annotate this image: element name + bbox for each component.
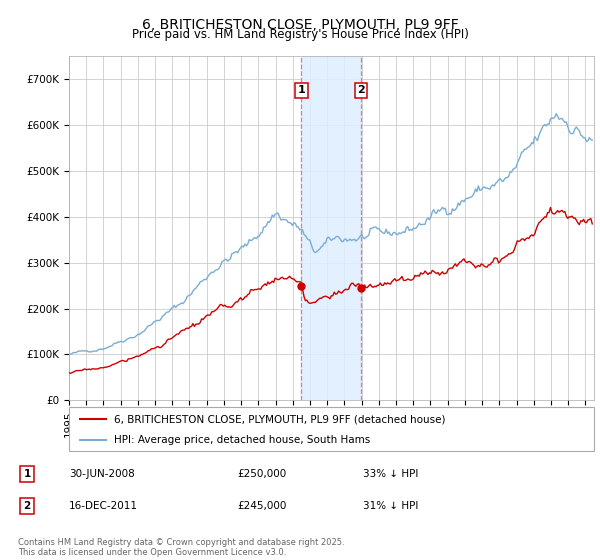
FancyBboxPatch shape	[69, 407, 594, 451]
Text: 2: 2	[357, 86, 365, 95]
Text: 16-DEC-2011: 16-DEC-2011	[69, 501, 138, 511]
Text: 30-JUN-2008: 30-JUN-2008	[69, 469, 135, 479]
Text: Contains HM Land Registry data © Crown copyright and database right 2025.
This d: Contains HM Land Registry data © Crown c…	[18, 538, 344, 557]
Text: £250,000: £250,000	[237, 469, 286, 479]
Text: 6, BRITICHESTON CLOSE, PLYMOUTH, PL9 9FF: 6, BRITICHESTON CLOSE, PLYMOUTH, PL9 9FF	[142, 18, 458, 32]
Text: 2: 2	[23, 501, 31, 511]
Text: 6, BRITICHESTON CLOSE, PLYMOUTH, PL9 9FF (detached house): 6, BRITICHESTON CLOSE, PLYMOUTH, PL9 9FF…	[113, 414, 445, 424]
Bar	[301, 56, 361, 400]
Text: Price paid vs. HM Land Registry's House Price Index (HPI): Price paid vs. HM Land Registry's House …	[131, 28, 469, 41]
Text: 1: 1	[298, 86, 305, 95]
Text: £245,000: £245,000	[237, 501, 286, 511]
Text: 1: 1	[23, 469, 31, 479]
Text: 33% ↓ HPI: 33% ↓ HPI	[363, 469, 418, 479]
Text: 31% ↓ HPI: 31% ↓ HPI	[363, 501, 418, 511]
Text: HPI: Average price, detached house, South Hams: HPI: Average price, detached house, Sout…	[113, 435, 370, 445]
